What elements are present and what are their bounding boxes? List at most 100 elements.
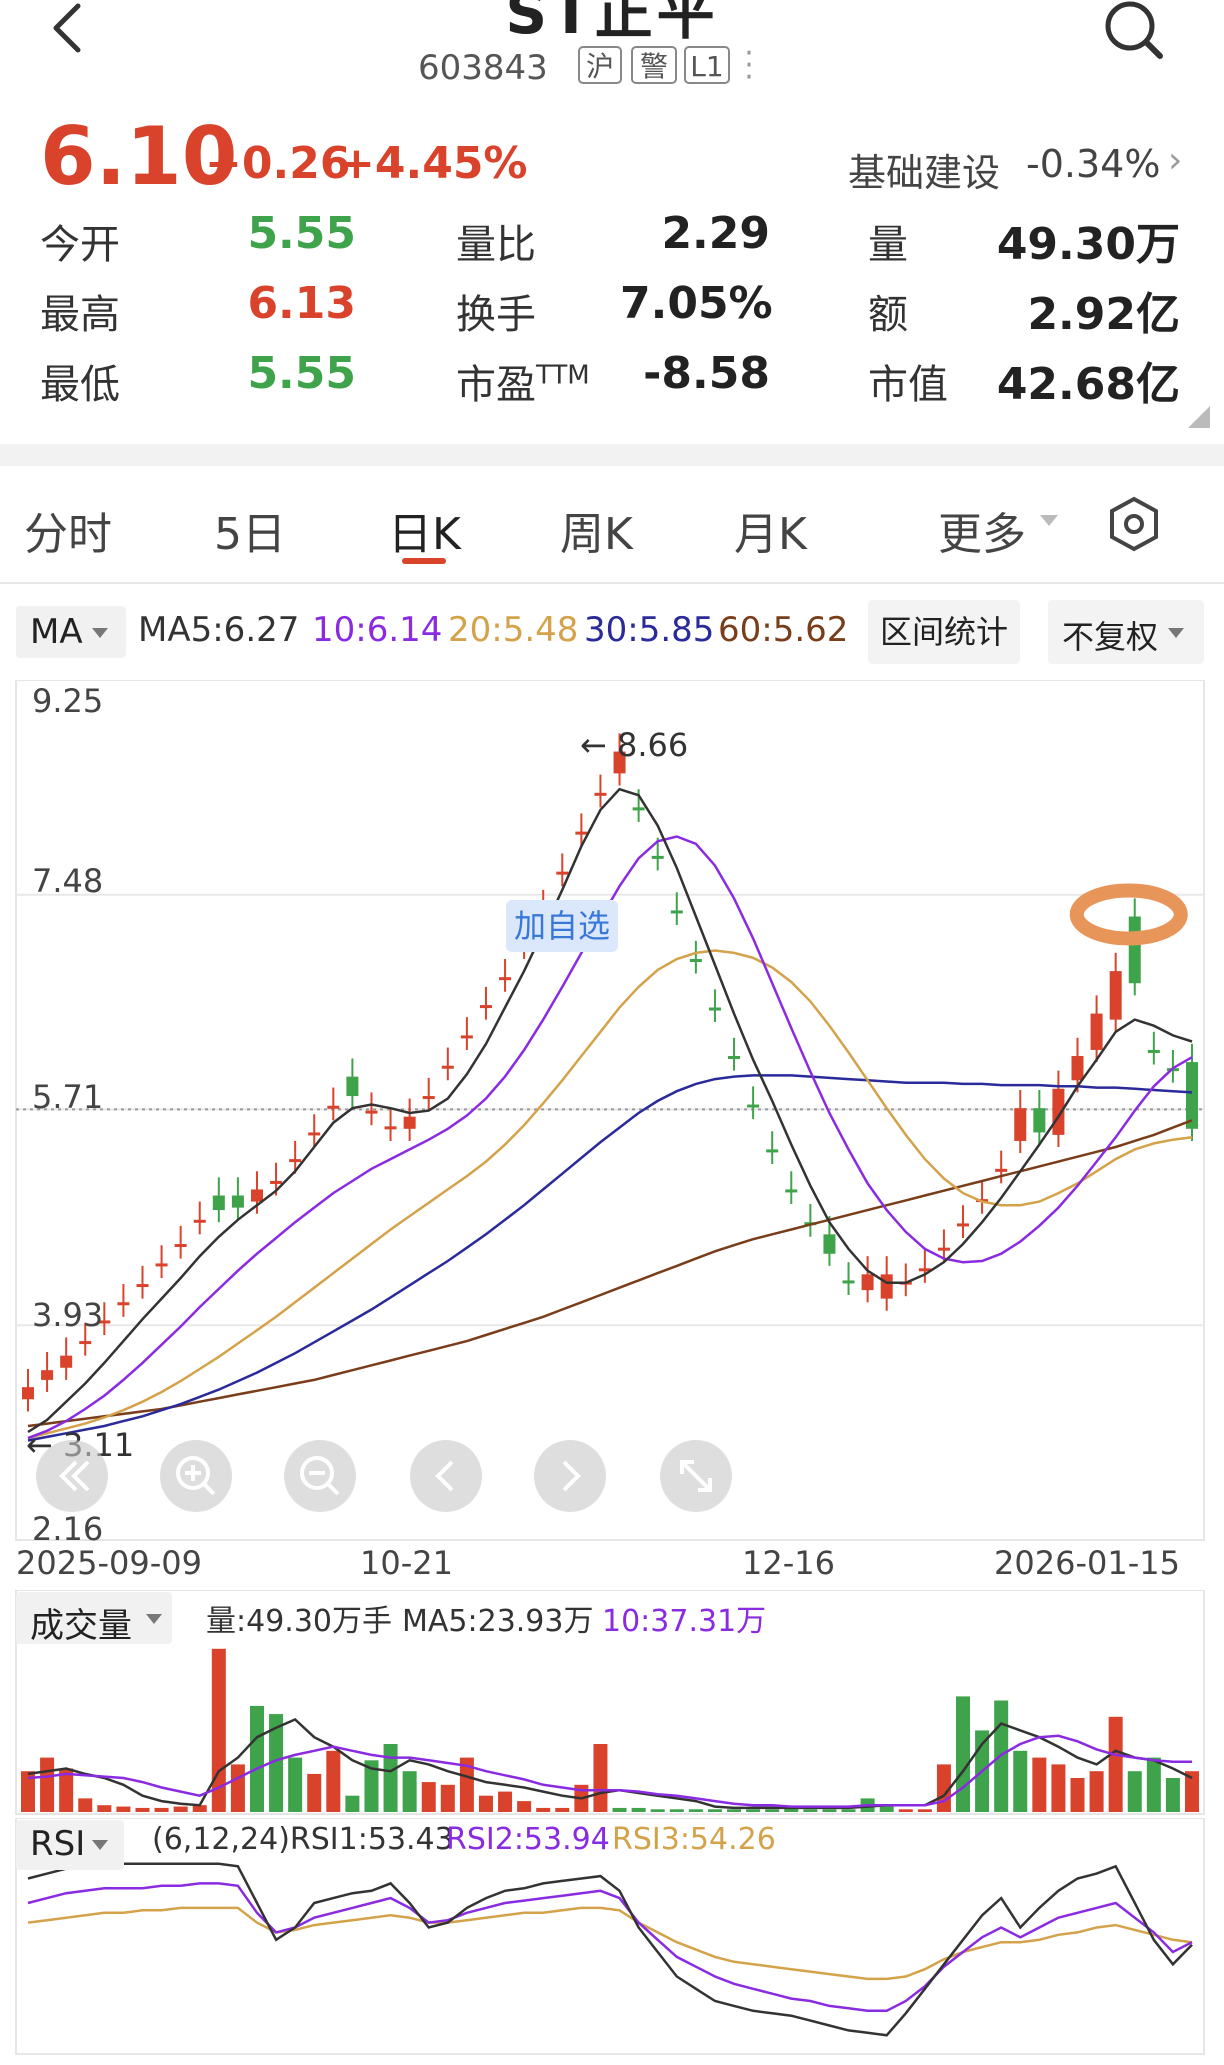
volume-value: 量:49.30万手 (206, 1604, 392, 1639)
candle (22, 1387, 34, 1400)
tab-intraday[interactable]: 分时 (24, 509, 112, 560)
tab-monthly-k[interactable]: 月K (734, 509, 807, 560)
candle (155, 1263, 168, 1267)
volume-bar (822, 1809, 837, 1812)
adjust-type-label: 不复权 (1062, 618, 1159, 656)
stat-label-market-cap: 市值 (868, 362, 948, 408)
price-change: +0.26 (205, 138, 351, 189)
range-stats-button[interactable]: 区间统计 (868, 600, 1020, 664)
ma10-value: 10:6.14 (312, 610, 443, 650)
candle (1071, 1056, 1084, 1081)
stat-value-volume-ratio: 2.29 (661, 208, 770, 259)
volume-bar (956, 1696, 971, 1812)
volume-bar (1185, 1771, 1199, 1812)
volume-bar (765, 1809, 780, 1812)
volume-bar (269, 1714, 284, 1812)
stat-label-high: 最高 (40, 292, 120, 338)
candle (1014, 1108, 1027, 1141)
chevron-right-icon[interactable]: › (1168, 140, 1183, 181)
fullscreen-icon[interactable] (660, 1440, 732, 1512)
candle (79, 1341, 92, 1345)
volume-bar (536, 1807, 551, 1812)
stat-value-open: 5.55 (247, 208, 356, 259)
add-watchlist-button[interactable]: 加自选 (506, 900, 618, 952)
volume-bar (173, 1806, 188, 1812)
volume-bar (1089, 1771, 1104, 1812)
caret-down-icon[interactable] (1040, 515, 1058, 526)
stat-label-volume-ratio: 量比 (456, 222, 536, 268)
stat-value-pe: -8.58 (643, 348, 770, 399)
stat-label-low: 最低 (40, 362, 120, 408)
volume-bar (59, 1768, 74, 1812)
candle (1033, 1108, 1046, 1133)
sector-change-pct[interactable]: -0.34% (1026, 142, 1161, 186)
volume-bar (879, 1805, 894, 1812)
candle (937, 1247, 950, 1251)
active-tab-indicator (402, 558, 446, 564)
rsi-chart[interactable] (0, 1818, 1224, 2058)
volume-bar (1146, 1757, 1161, 1812)
search-icon[interactable] (1098, 0, 1168, 70)
rsi-select-label: RSI (30, 1824, 86, 1864)
ma-select-label: MA (30, 612, 83, 652)
volume-bar (1165, 1778, 1180, 1812)
zoom-out-icon[interactable] (284, 1440, 356, 1512)
candle (384, 1126, 397, 1130)
stat-value-high: 6.13 (247, 278, 356, 329)
ma60-value: 60:5.62 (718, 610, 849, 650)
volume-bar (917, 1809, 932, 1812)
x-tick-label: 2025-09-09 (16, 1544, 202, 1582)
more-dots-icon[interactable]: · · · (744, 36, 754, 95)
candle (670, 910, 683, 914)
volume-bar (345, 1795, 360, 1812)
ma5-value: MA5:6.27 (138, 610, 300, 650)
sector-name[interactable]: 基础建设 (848, 151, 1001, 195)
volume-bar (1013, 1750, 1028, 1812)
volume-bar (498, 1791, 513, 1812)
volume-bar (1032, 1757, 1047, 1812)
tab-5day[interactable]: 5日 (214, 509, 286, 560)
zoom-in-icon[interactable] (160, 1440, 232, 1512)
exchange-tag: 沪 (578, 46, 622, 84)
prev-icon[interactable] (410, 1440, 482, 1512)
y-tick-label: 3.93 (32, 1296, 104, 1334)
candle (422, 1096, 435, 1100)
volume-bar (440, 1784, 455, 1812)
candle (766, 1149, 779, 1153)
rsi2-line (27, 1882, 1193, 2013)
volume-chart[interactable] (0, 1590, 1224, 1816)
volume-bar (688, 1809, 703, 1812)
stat-label-pe: 市盈TTM (456, 360, 590, 408)
volume-bar (21, 1771, 35, 1812)
candle (365, 1110, 378, 1114)
candle (174, 1244, 187, 1248)
y-tick-label: 2.16 (32, 1510, 104, 1548)
rewind-icon[interactable] (36, 1440, 108, 1512)
volume-bar (135, 1807, 150, 1812)
back-arrow-icon[interactable] (40, 0, 100, 60)
volume-bar (631, 1807, 646, 1812)
candle (499, 977, 512, 981)
caret-down-icon (146, 1614, 162, 1624)
tab-more[interactable]: 更多 (938, 509, 1026, 560)
y-tick-label: 7.48 (32, 862, 104, 900)
candle (346, 1076, 359, 1097)
candle (212, 1195, 225, 1211)
stat-value-amount: 2.92亿 (1027, 289, 1180, 340)
volume-bar (650, 1809, 665, 1812)
volume-bar (1070, 1778, 1085, 1812)
stat-value-volume: 49.30万 (996, 219, 1180, 270)
volume-bar (326, 1750, 341, 1812)
x-tick-label: 2026-01-15 (994, 1544, 1180, 1582)
tab-daily-k[interactable]: 日K (388, 509, 461, 560)
price-change-pct: +4.45% (338, 138, 528, 189)
volume-bar (116, 1806, 131, 1812)
volume-select-label: 成交量 (30, 1606, 132, 1646)
expand-corner-icon[interactable] (1188, 406, 1210, 428)
tab-weekly-k[interactable]: 周K (560, 509, 633, 560)
volume-bar (307, 1773, 322, 1812)
x-tick-label: 10-21 (360, 1544, 453, 1582)
candlestick-chart[interactable] (0, 680, 1224, 1560)
next-icon[interactable] (534, 1440, 606, 1512)
settings-hexagon-icon[interactable] (1106, 496, 1162, 552)
